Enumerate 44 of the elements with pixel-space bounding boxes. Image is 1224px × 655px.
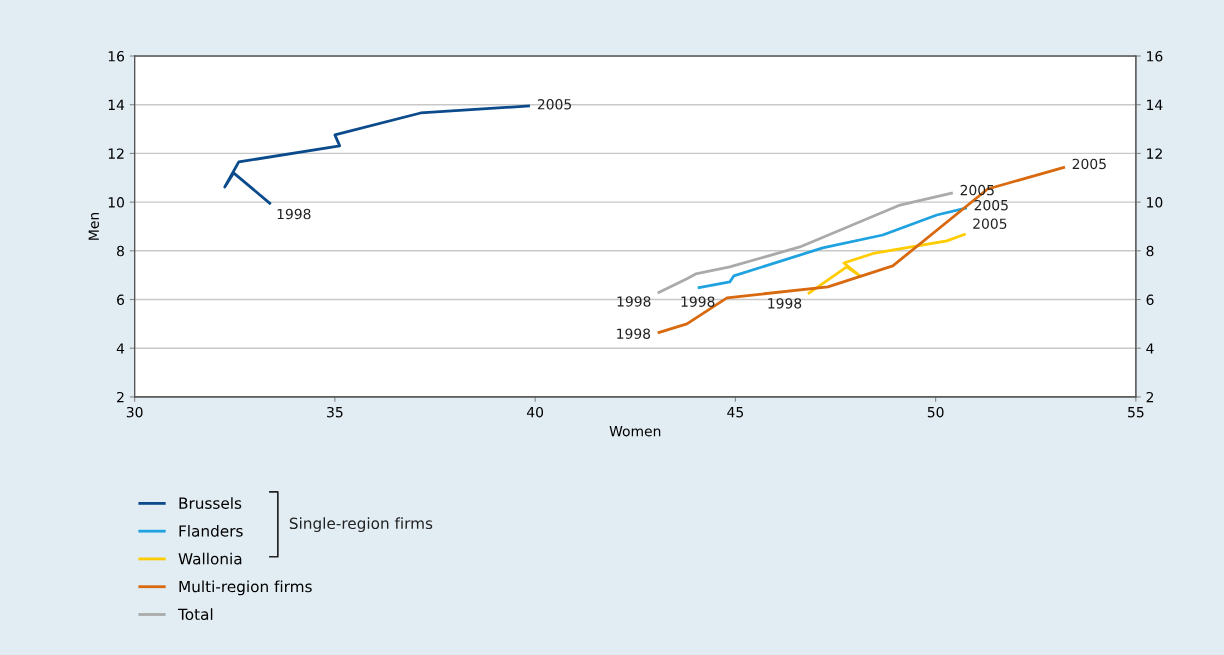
y-axis-title: Men [88,212,99,240]
y-tick-label: 10 [108,197,124,208]
y2-tick-label: 6 [1146,294,1154,305]
y-tick-label: 4 [116,343,125,354]
y2-tick-label: 14 [1147,99,1163,110]
annotation: 1998 [277,208,311,220]
y-tick-label: 2 [117,391,124,403]
y-tick-label: 16 [108,50,125,62]
x-tick-label: 50 [927,406,944,418]
line-series [806,232,968,296]
x-axis-title: Women [609,426,661,437]
y-tick-label: 6 [117,294,125,305]
x-tick-label: 35 [327,406,343,418]
legend-label: Brussels [179,497,242,509]
annotation: 1998 [681,296,715,307]
y-tick-label: 8 [117,245,124,257]
line-series [656,165,1067,335]
annotation: 2005 [974,199,1008,211]
x-tick-label: 30 [126,406,143,418]
y2-tick-label: 10 [1147,197,1163,208]
legend-label: Wallonia [178,552,242,565]
annotation: 1998 [768,298,802,309]
annotation: 1998 [617,296,651,307]
y2-tick-label: 4 [1146,343,1154,354]
y-tick-label: 12 [108,148,124,159]
line-series [223,104,532,206]
annotation: 1998 [617,328,651,339]
x-tick-label: 40 [526,406,544,418]
legend-label: Multi-region firms [179,580,312,596]
y2-tick-label: 12 [1147,148,1162,159]
line-series [696,206,969,290]
y2-tick-label: 16 [1147,50,1163,62]
y-tick-label: 14 [108,99,125,110]
text: Single-region firms [289,517,433,533]
annotation: 2005 [1072,158,1106,170]
legend-label: Total [177,608,213,621]
annotation: 2005 [973,218,1007,229]
y2-tick-label: 8 [1146,245,1154,257]
x-tick-label: 55 [1128,407,1144,418]
legend-label: Flanders [179,524,243,537]
x-tick-label: 45 [727,407,743,418]
line-series [656,191,955,295]
annotation: 2005 [537,99,571,110]
y2-tick-label: 2 [1146,391,1154,403]
